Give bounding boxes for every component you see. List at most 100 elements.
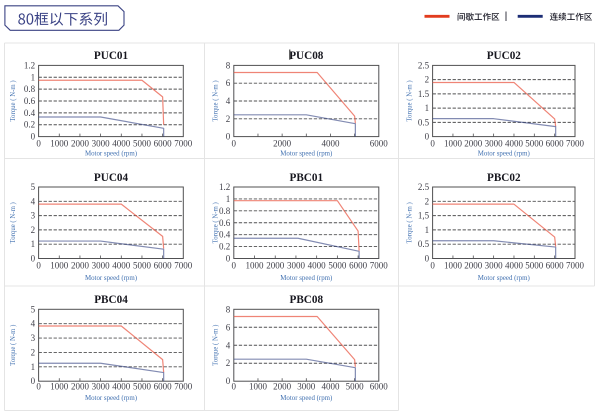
svg-text:0: 0 <box>232 138 237 148</box>
svg-text:4000: 4000 <box>308 261 327 271</box>
svg-text:1.5: 1.5 <box>418 89 430 99</box>
svg-text:1000: 1000 <box>246 261 265 271</box>
svg-text:Torque ( N-m ): Torque ( N-m ) <box>213 325 220 366</box>
svg-text:3000: 3000 <box>485 138 504 148</box>
svg-text:PUC02: PUC02 <box>487 50 522 62</box>
svg-text:0.5: 0.5 <box>418 117 430 127</box>
svg-text:PBC08: PBC08 <box>290 294 324 306</box>
svg-text:Torque ( N-m ): Torque ( N-m ) <box>407 80 414 121</box>
svg-text:PBC01: PBC01 <box>290 172 324 184</box>
svg-text:3000: 3000 <box>485 261 504 271</box>
svg-text:Torque ( N-m ): Torque ( N-m ) <box>10 80 17 121</box>
svg-text:1: 1 <box>425 103 430 113</box>
svg-text:0: 0 <box>430 261 435 271</box>
svg-text:2000: 2000 <box>266 261 285 271</box>
svg-text:Torque ( N-m ): Torque ( N-m ) <box>407 202 414 243</box>
svg-text:0: 0 <box>226 254 231 264</box>
svg-text:1000: 1000 <box>50 138 69 148</box>
svg-text:5000: 5000 <box>328 261 347 271</box>
svg-text:7000: 7000 <box>566 138 585 148</box>
svg-text:6000: 6000 <box>154 382 173 392</box>
svg-text:Torque ( N-m ): Torque ( N-m ) <box>213 80 220 121</box>
svg-text:Torque ( N-m ): Torque ( N-m ) <box>10 325 17 366</box>
svg-text:2000: 2000 <box>464 138 483 148</box>
svg-text:1: 1 <box>425 225 430 235</box>
svg-text:0: 0 <box>425 254 430 264</box>
svg-text:5000: 5000 <box>525 261 544 271</box>
svg-text:Motor speed (rpm): Motor speed (rpm) <box>280 150 332 157</box>
svg-text:2000: 2000 <box>71 261 90 271</box>
svg-text:Motor speed (rpm): Motor speed (rpm) <box>478 275 530 282</box>
svg-text:Motor speed (rpm): Motor speed (rpm) <box>85 150 137 157</box>
svg-text:4000: 4000 <box>112 261 131 271</box>
svg-text:Motor speed (rpm): Motor speed (rpm) <box>280 275 332 282</box>
svg-text:5000: 5000 <box>525 138 544 148</box>
svg-text:0: 0 <box>31 376 36 386</box>
svg-text:2: 2 <box>31 225 36 235</box>
svg-text:PBC02: PBC02 <box>487 172 521 184</box>
svg-text:1: 1 <box>31 362 36 372</box>
svg-text:5000: 5000 <box>133 138 152 148</box>
svg-text:2: 2 <box>31 347 36 357</box>
svg-text:2: 2 <box>226 358 231 368</box>
svg-text:7000: 7000 <box>370 261 389 271</box>
svg-text:1,5: 1,5 <box>418 211 430 221</box>
svg-text:0: 0 <box>232 382 237 392</box>
svg-text:4: 4 <box>226 96 231 106</box>
svg-text:0.2: 0.2 <box>219 242 230 252</box>
svg-text:5: 5 <box>31 182 36 192</box>
svg-text:7000: 7000 <box>174 138 193 148</box>
svg-text:7000: 7000 <box>174 382 193 392</box>
svg-text:4: 4 <box>31 196 36 206</box>
svg-text:4000: 4000 <box>112 382 131 392</box>
svg-text:1: 1 <box>31 239 36 249</box>
svg-text:6000: 6000 <box>370 138 389 148</box>
svg-text:PUC01: PUC01 <box>94 50 129 62</box>
svg-text:2000: 2000 <box>273 382 292 392</box>
svg-text:1000: 1000 <box>444 138 463 148</box>
svg-text:0: 0 <box>31 254 36 264</box>
svg-text:6000: 6000 <box>370 382 389 392</box>
svg-text:1000: 1000 <box>249 382 268 392</box>
svg-text:1: 1 <box>31 72 36 82</box>
svg-text:0.6: 0.6 <box>219 218 231 228</box>
svg-text:7000: 7000 <box>174 261 193 271</box>
svg-text:2.5: 2.5 <box>418 182 430 192</box>
svg-text:2000: 2000 <box>464 261 483 271</box>
svg-text:0: 0 <box>36 261 41 271</box>
svg-text:5000: 5000 <box>133 261 152 271</box>
svg-text:2000: 2000 <box>71 138 90 148</box>
svg-text:0: 0 <box>31 132 36 142</box>
svg-text:0.5: 0.5 <box>418 239 430 249</box>
svg-text:PUC08: PUC08 <box>289 50 324 62</box>
svg-text:2: 2 <box>425 75 430 85</box>
svg-text:1000: 1000 <box>50 382 69 392</box>
svg-text:Torque ( N-m ): Torque ( N-m ) <box>10 202 17 243</box>
svg-text:0.8: 0.8 <box>219 206 231 216</box>
svg-text:0: 0 <box>232 261 237 271</box>
svg-text:6000: 6000 <box>154 138 173 148</box>
svg-text:1.2: 1.2 <box>24 60 35 70</box>
svg-text:3000: 3000 <box>297 382 316 392</box>
svg-text:Motor speed (rpm): Motor speed (rpm) <box>85 395 137 402</box>
svg-text:5000: 5000 <box>346 382 365 392</box>
svg-text:8: 8 <box>226 304 231 314</box>
svg-text:2: 2 <box>425 196 430 206</box>
svg-text:6: 6 <box>226 322 231 332</box>
svg-text:0: 0 <box>226 376 231 386</box>
svg-text:2: 2 <box>226 114 231 124</box>
svg-text:Torque ( N-m ): Torque ( N-m ) <box>213 202 220 243</box>
svg-text:1000: 1000 <box>444 261 463 271</box>
svg-text:6000: 6000 <box>154 261 173 271</box>
svg-text:4: 4 <box>226 340 231 350</box>
svg-text:Motor speed (rpm): Motor speed (rpm) <box>280 395 332 402</box>
svg-text:4000: 4000 <box>505 138 524 148</box>
svg-text:0.2: 0.2 <box>24 120 35 130</box>
svg-text:7000: 7000 <box>566 261 585 271</box>
svg-text:3000: 3000 <box>92 261 111 271</box>
svg-text:1000: 1000 <box>50 261 69 271</box>
svg-text:Motor speed (rpm): Motor speed (rpm) <box>85 275 137 282</box>
svg-text:1: 1 <box>226 194 231 204</box>
svg-text:2000: 2000 <box>273 138 292 148</box>
svg-text:2.5: 2.5 <box>418 60 430 70</box>
